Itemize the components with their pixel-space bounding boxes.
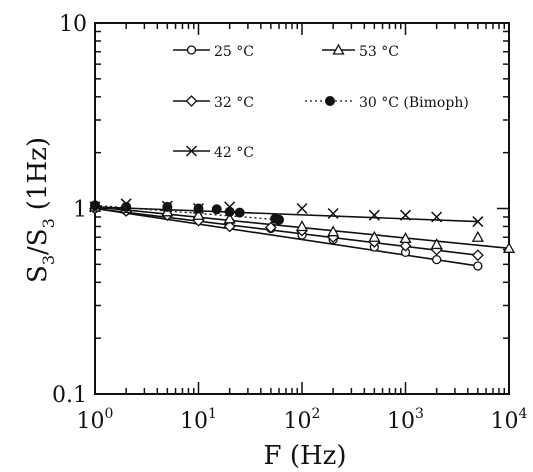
data-point-series-3 [327,207,339,220]
legend-marker [325,96,335,106]
legend-label: 30 °C (Bimoph) [359,95,469,111]
legend: 25 °C 53 °C 32 °C 30 °C (Bimoph) 42 °C [173,43,469,161]
x-tick-label-base: 10 [180,409,208,434]
series-line-2 [94,207,478,257]
data-point-series-4 [295,220,309,232]
data-point-series-4 [430,238,443,250]
x-tick-label-exponent: 1 [208,406,217,422]
data-point-series-4 [502,241,516,253]
legend-item: 25 °C [173,44,254,60]
legend-item: 53 °C [322,43,399,60]
cross-stroke [296,202,308,215]
legend-item: 32 °C [173,95,254,111]
data-point-series-3 [399,209,412,221]
axis-ticks [94,22,510,395]
legend-label: 32 °C [214,95,254,111]
data-point-series-4 [399,232,412,244]
y-axis-title-sub2: 3 [39,218,58,228]
data-point-series-3 [431,211,443,223]
y-tick-label: 1 [73,198,87,223]
series-line-1 [94,207,478,267]
x-tick-label-exponent: 3 [415,406,424,422]
x-tick-label: 101 [180,406,217,434]
data-point-series-4 [368,230,381,242]
x-tick-label-exponent: 0 [105,406,114,422]
x-tick-label: 102 [284,406,321,434]
data-point-series-1 [432,254,442,265]
data-point-series-2 [223,220,236,233]
legend-item: 30 °C (Bimoph) [305,95,469,111]
data-point-series-3 [368,209,380,221]
x-tick-label-base: 10 [284,409,312,434]
data-point-series-5 [121,201,132,212]
legend-label: 53 °C [359,44,399,60]
cross-stroke [431,211,443,223]
y-axis-title-main: S [23,265,53,283]
legend-label: 25 °C [214,44,254,60]
legend-label: 42 °C [214,145,254,161]
data-point-series-4 [471,230,484,242]
x-axis-title: F (Hz) [264,441,347,471]
data-point-series-4 [192,208,205,220]
data-point-series-5 [224,206,235,217]
x-tick-label: 100 [77,406,114,434]
data-point-series-5 [211,204,222,215]
legend-marker [185,145,198,157]
series-markers [88,198,516,271]
x-tick-label-base: 10 [491,409,519,434]
legend-marker [186,45,197,55]
data-point-series-1 [473,261,483,271]
data-point-series-5 [193,203,204,214]
y-axis-title: S3/S3(1Hz) [23,137,58,283]
data-point-series-4 [327,225,340,237]
data-point-series-2 [471,249,484,262]
x-tick-label: 103 [387,406,424,434]
series-line-3 [94,206,478,223]
y-tick-label: 0.1 [52,383,87,408]
y-axis-title-sub1: 3 [39,255,58,265]
cross-stroke [368,209,380,221]
legend-marker [332,43,345,55]
data-point-series-2 [264,221,277,234]
x-tick-label: 104 [491,406,528,434]
y-tick-label: 10 [59,12,87,37]
x-tick-label-base: 10 [77,409,105,434]
cross-stroke [185,145,198,157]
y-axis-title-slash: /S [23,228,53,255]
data-point-series-4 [223,212,236,224]
cross-stroke [472,216,484,228]
data-point-series-2 [399,239,412,252]
legend-item: 42 °C [173,145,254,161]
cross-stroke [399,209,412,221]
data-point-series-5 [162,201,173,212]
legend-marker [185,95,198,107]
x-tick-label-base: 10 [387,409,415,434]
cross-stroke [327,207,339,220]
x-tick-label-exponent: 4 [519,406,528,422]
data-point-series-5 [90,200,100,211]
data-point-series-3 [472,216,484,228]
data-point-series-5 [234,207,245,218]
data-point-series-3 [296,202,308,215]
y-axis-title-unit: (1Hz) [23,137,53,210]
data-point-series-5 [274,214,285,225]
x-tick-label-exponent: 2 [312,406,321,422]
